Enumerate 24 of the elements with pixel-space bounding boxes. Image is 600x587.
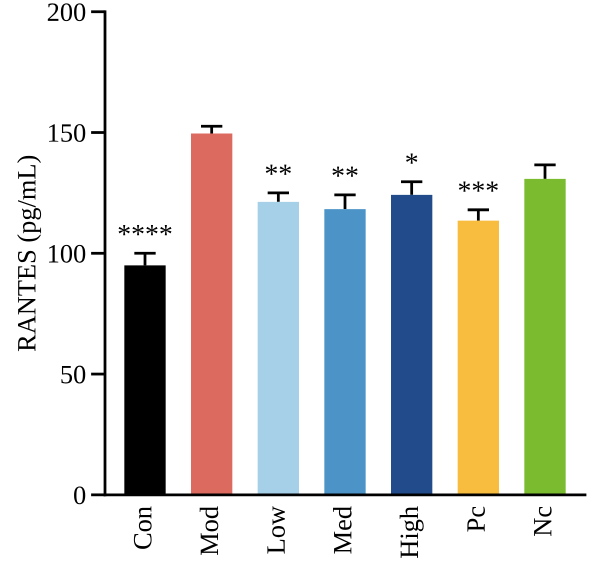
y-tick-label: 150 (48, 124, 86, 142)
y-tick-label: 0 (74, 486, 86, 504)
bar (258, 202, 299, 495)
x-tick-label: Nc (534, 506, 552, 536)
bar (524, 178, 566, 495)
x-tick-label: Low (267, 506, 285, 554)
x-tick-label: Mod (200, 506, 218, 556)
bar (324, 209, 366, 495)
y-tick-label: 100 (48, 244, 86, 263)
annotation: **** (118, 225, 172, 236)
y-tick-label: 200 (48, 3, 86, 22)
x-tick-label: Med (333, 506, 352, 554)
annotation: ** (266, 164, 291, 175)
x-tick-label: Con (134, 506, 152, 549)
bar (458, 220, 499, 495)
x-tick-label: Pc (467, 506, 485, 532)
annotation: * (406, 154, 418, 164)
y-tick-label: 50 (61, 366, 86, 384)
annotation: ** (332, 166, 358, 177)
bar (391, 194, 432, 495)
bar (191, 133, 232, 495)
annotation: *** (458, 182, 498, 192)
x-tick-label: High (400, 506, 424, 558)
y-axis-title: RANTES (pg/mL) (17, 156, 42, 352)
